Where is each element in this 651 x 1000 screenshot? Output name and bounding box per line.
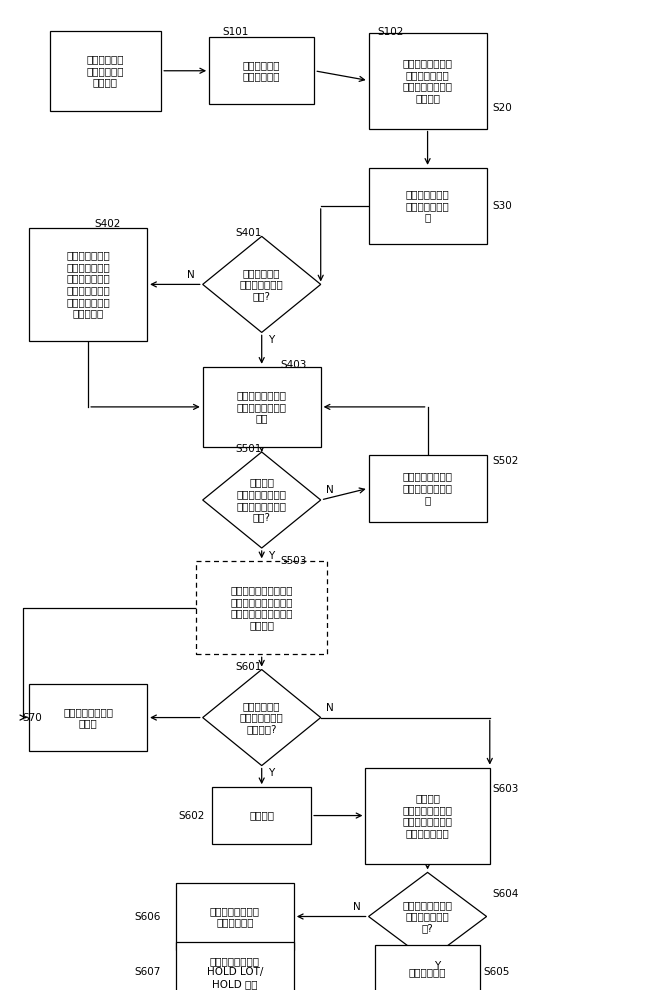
Text: S30: S30 [493, 201, 512, 211]
Text: S607: S607 [134, 967, 161, 977]
Bar [176, 883, 294, 950]
Bar [202, 367, 321, 447]
Text: S401: S401 [235, 228, 261, 238]
Text: S602: S602 [179, 811, 205, 821]
Text: 对测试数据库中的
数据进行运算处
理，得到第一制程
参数范围: 对测试数据库中的 数据进行运算处 理，得到第一制程 参数范围 [402, 58, 452, 103]
Text: S603: S603 [493, 784, 519, 794]
Bar [209, 37, 314, 104]
Text: S102: S102 [378, 27, 404, 37]
Bar [49, 31, 161, 111]
Text: N: N [187, 270, 195, 280]
Bar [197, 561, 327, 654]
Bar [29, 228, 147, 341]
Text: 授权系统: 授权系统 [249, 811, 274, 821]
Text: S502: S502 [493, 456, 519, 466]
Text: 可信的制程参数范
围输出: 可信的制程参数范 围输出 [63, 707, 113, 728]
Text: S403: S403 [281, 360, 307, 370]
Text: S601: S601 [235, 662, 261, 672]
Bar [176, 942, 294, 1000]
Bar [368, 168, 486, 244]
Text: Y: Y [268, 335, 274, 345]
Text: 实时生产数据是否
在制程参数范围
内?: 实时生产数据是否 在制程参数范围 内? [402, 900, 452, 933]
Text: S604: S604 [493, 889, 519, 899]
Text: 采用调整用户端优
化第二制程参数范
围: 采用调整用户端优 化第二制程参数范 围 [402, 472, 452, 505]
Text: 周期更新数据
至测试数据库: 周期更新数据 至测试数据库 [243, 60, 281, 82]
Text: 所得的制程参数范
围储存于测试数据
库中: 所得的制程参数范 围储存于测试数据 库中 [237, 390, 286, 424]
Text: N: N [353, 902, 361, 912]
Bar [212, 787, 311, 844]
Polygon shape [202, 670, 321, 766]
Bar [29, 684, 147, 751]
Text: 调用历史
数据模拟验证第二
制程参数范围是否
合理?: 调用历史 数据模拟验证第二 制程参数范围是否 合理? [237, 478, 286, 522]
Text: S606: S606 [134, 912, 161, 922]
Text: S503: S503 [281, 556, 307, 566]
Text: 用户端判断制
程参数范围是否
合理?: 用户端判断制 程参数范围是否 合理? [240, 268, 284, 301]
Text: S70: S70 [22, 713, 42, 723]
Text: Y: Y [268, 551, 274, 561]
Text: 用户端判断制
程参数范围是否
关键参数?: 用户端判断制 程参数范围是否 关键参数? [240, 701, 284, 734]
Text: 制程参数范围储
存于测试数据库
中: 制程参数范围储 存于测试数据库 中 [406, 189, 449, 223]
Text: S20: S20 [493, 103, 512, 113]
Text: 实时生产数据
参数储存于生
产数据库: 实时生产数据 参数储存于生 产数据库 [87, 54, 124, 87]
Text: S402: S402 [94, 219, 121, 229]
Text: N: N [326, 485, 333, 495]
Bar [368, 455, 486, 522]
Text: N: N [326, 703, 333, 713]
Text: Y: Y [434, 961, 440, 971]
Text: 保持持续生产: 保持持续生产 [409, 967, 447, 977]
Text: 启用通讯系统，通
知相应工程师: 启用通讯系统，通 知相应工程师 [210, 906, 260, 927]
Text: S605: S605 [484, 967, 510, 977]
Polygon shape [368, 872, 486, 961]
Text: S101: S101 [222, 27, 249, 37]
Text: 通过制造执行系统
HOLD LOT/
HOLD 机台: 通过制造执行系统 HOLD LOT/ HOLD 机台 [207, 956, 263, 989]
Polygon shape [202, 236, 321, 332]
Bar [368, 33, 486, 129]
Bar [365, 768, 490, 864]
Text: 采用调整用户端
对第一制程参数
范围进行优化，
第一制程参数范
围赋值于第二制
程参数范围: 采用调整用户端 对第一制程参数 范围进行优化， 第一制程参数范 围赋值于第二制 … [66, 250, 110, 318]
Polygon shape [202, 452, 321, 548]
Text: Y: Y [268, 768, 274, 778]
Text: S501: S501 [235, 444, 261, 454]
Text: 优化后的第二制程参数
范围赋值于第三制程参
数范围，并储存于测试
数据库中: 优化后的第二制程参数 范围赋值于第三制程参 数范围，并储存于测试 数据库中 [230, 585, 293, 630]
Text: 机台监控
系统服务器调取制
程参数范围，对实
时数据进行监测: 机台监控 系统服务器调取制 程参数范围，对实 时数据进行监测 [402, 793, 452, 838]
Bar [375, 945, 480, 999]
